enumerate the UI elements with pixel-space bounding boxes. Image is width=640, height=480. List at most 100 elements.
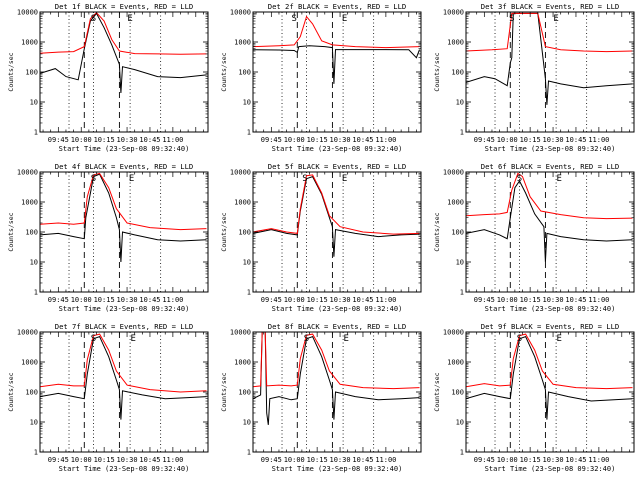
interval-marker-s: S bbox=[517, 174, 522, 184]
plot-frame bbox=[252, 11, 422, 133]
x-tick-label: 10:00 bbox=[71, 456, 92, 464]
interval-marker-s: S bbox=[91, 174, 96, 184]
x-axis-label: Start Time (23-Sep-08 09:32:40) bbox=[272, 465, 403, 473]
y-axis-label: Counts/sec bbox=[7, 52, 15, 91]
y-tick-label: 100 bbox=[451, 69, 464, 77]
interval-marker-s: S bbox=[91, 334, 96, 344]
x-tick-label: 09:45 bbox=[261, 296, 282, 304]
y-tick-label: 1 bbox=[460, 129, 464, 137]
events-series-line bbox=[466, 180, 633, 263]
y-tick-label: 1 bbox=[247, 129, 251, 137]
panel-title: Det 9f BLACK = Events, RED = LLD bbox=[481, 322, 619, 331]
x-tick-label: 10:15 bbox=[307, 136, 328, 144]
panel-title: Det 8f BLACK = Events, RED = LLD bbox=[268, 322, 406, 331]
y-tick-label: 10 bbox=[456, 99, 464, 107]
detector-panel-6: Det 6f BLACK = Events, RED = LLD 1 10 100 10… bbox=[433, 162, 635, 313]
x-tick-label: 11:00 bbox=[588, 136, 609, 144]
x-tick-label: 10:45 bbox=[565, 456, 586, 464]
detector-panel-5: Det 5f BLACK = Events, RED = LLD 1 10 100 10… bbox=[220, 162, 422, 313]
x-axis-label: Start Time (23-Sep-08 09:32:40) bbox=[272, 145, 403, 153]
x-tick-label: 10:45 bbox=[139, 136, 160, 144]
x-tick-label: 10:45 bbox=[139, 296, 160, 304]
x-tick-label: 11:00 bbox=[375, 296, 396, 304]
interval-marker-e: E bbox=[556, 334, 561, 344]
x-tick-label: 09:45 bbox=[474, 296, 495, 304]
y-axis-label: Counts/sec bbox=[433, 372, 441, 411]
y-tick-label: 1000 bbox=[234, 199, 251, 207]
y-tick-label: 1000 bbox=[234, 39, 251, 47]
panel-title: Det 6f BLACK = Events, RED = LLD bbox=[481, 162, 619, 171]
x-tick-label: 10:15 bbox=[94, 136, 115, 144]
lld-series-line bbox=[466, 12, 633, 53]
x-tick-label: 09:45 bbox=[261, 136, 282, 144]
events-series-line bbox=[466, 12, 633, 105]
x-tick-label: 10:15 bbox=[307, 456, 328, 464]
interval-marker-s: S bbox=[304, 334, 309, 344]
x-tick-label: 11:00 bbox=[375, 456, 396, 464]
y-axis-label: Counts/sec bbox=[7, 372, 15, 411]
x-tick-label: 10:30 bbox=[543, 296, 564, 304]
x-tick-label: 09:45 bbox=[48, 296, 69, 304]
y-tick-label: 1000 bbox=[447, 39, 464, 47]
y-tick-label: 1 bbox=[247, 289, 251, 297]
y-tick-label: 1 bbox=[34, 449, 38, 457]
x-axis-label: Start Time (23-Sep-08 09:32:40) bbox=[485, 465, 616, 473]
y-axis-label: Counts/sec bbox=[220, 212, 228, 251]
y-tick-label: 10 bbox=[30, 99, 38, 107]
y-tick-label: 10000 bbox=[17, 329, 38, 337]
x-tick-label: 10:15 bbox=[520, 296, 541, 304]
panel-title: Det 5f BLACK = Events, RED = LLD bbox=[268, 162, 406, 171]
x-tick-label: 10:00 bbox=[497, 136, 518, 144]
x-tick-label: 10:15 bbox=[94, 456, 115, 464]
lld-series-line bbox=[40, 172, 207, 231]
x-tick-label: 11:00 bbox=[588, 296, 609, 304]
interval-marker-e: E bbox=[342, 14, 347, 24]
events-series-line bbox=[466, 335, 633, 420]
interval-marker-e: E bbox=[127, 14, 132, 24]
x-tick-label: 10:30 bbox=[117, 456, 138, 464]
interval-marker-s: S bbox=[509, 14, 514, 24]
x-tick-label: 09:45 bbox=[48, 456, 69, 464]
y-tick-label: 10 bbox=[30, 419, 38, 427]
y-tick-label: 1 bbox=[460, 289, 464, 297]
events-series-line bbox=[253, 175, 420, 257]
y-tick-label: 100 bbox=[25, 69, 38, 77]
panel-title: Det 4f BLACK = Events, RED = LLD bbox=[55, 162, 193, 171]
detector-panel-1: Det 1f BLACK = Events, RED = LLD 1 10 100 10… bbox=[7, 2, 209, 153]
x-axis-label: Start Time (23-Sep-08 09:32:40) bbox=[485, 145, 616, 153]
x-tick-label: 10:15 bbox=[520, 136, 541, 144]
detector-panel-8: Det 8f BLACK = Events, RED = LLD 1 10 100 10… bbox=[220, 322, 422, 473]
y-tick-label: 1000 bbox=[21, 199, 38, 207]
y-tick-label: 10 bbox=[456, 419, 464, 427]
x-tick-label: 09:45 bbox=[474, 456, 495, 464]
interval-marker-e: E bbox=[130, 334, 135, 344]
lld-series-line bbox=[466, 333, 633, 390]
interval-marker-s: S bbox=[302, 174, 307, 184]
detector-panel-7: Det 7f BLACK = Events, RED = LLD 1 10 100 10… bbox=[7, 322, 209, 473]
y-tick-label: 10 bbox=[243, 99, 251, 107]
y-axis-label: Counts/sec bbox=[220, 372, 228, 411]
lld-series-line bbox=[253, 332, 420, 390]
lld-series-line bbox=[40, 333, 207, 393]
x-tick-label: 10:00 bbox=[284, 136, 305, 144]
x-axis-label: Start Time (23-Sep-08 09:32:40) bbox=[59, 465, 190, 473]
interval-marker-s: S bbox=[517, 334, 522, 344]
y-tick-label: 10000 bbox=[17, 9, 38, 17]
y-axis-label: Counts/sec bbox=[433, 212, 441, 251]
y-tick-label: 10000 bbox=[443, 9, 464, 17]
x-tick-label: 11:00 bbox=[375, 136, 396, 144]
lld-series-line bbox=[253, 15, 420, 49]
panel-title: Det 3f BLACK = Events, RED = LLD bbox=[481, 2, 619, 11]
x-axis-label: Start Time (23-Sep-08 09:32:40) bbox=[485, 305, 616, 313]
y-tick-label: 10000 bbox=[230, 329, 251, 337]
y-tick-label: 1 bbox=[34, 129, 38, 137]
y-tick-label: 1000 bbox=[234, 359, 251, 367]
events-series-line bbox=[40, 173, 207, 263]
x-tick-label: 10:45 bbox=[565, 296, 586, 304]
x-tick-label: 11:00 bbox=[588, 456, 609, 464]
x-axis-label: Start Time (23-Sep-08 09:32:40) bbox=[59, 145, 190, 153]
x-tick-label: 11:00 bbox=[162, 136, 183, 144]
panel-title: Det 1f BLACK = Events, RED = LLD bbox=[55, 2, 193, 11]
x-tick-label: 10:30 bbox=[117, 136, 138, 144]
x-tick-label: 11:00 bbox=[162, 296, 183, 304]
